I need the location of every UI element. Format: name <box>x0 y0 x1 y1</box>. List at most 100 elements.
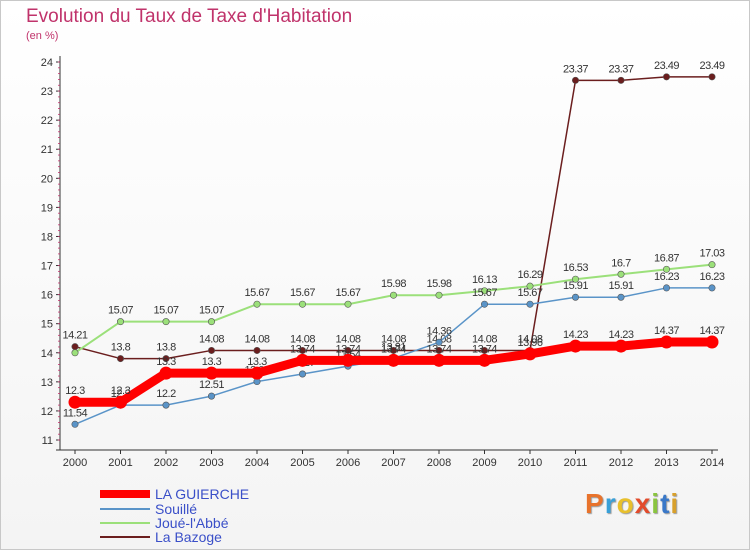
legend-swatch <box>100 508 150 510</box>
data-label: 14.36 <box>426 325 451 337</box>
y-tick-label: 23 <box>41 86 53 98</box>
data-label: 13.74 <box>472 343 497 355</box>
data-point <box>114 395 127 409</box>
data-label: 14.08 <box>381 333 406 345</box>
legend-label: La Bazoge <box>155 529 222 545</box>
data-label: 12.51 <box>199 379 224 391</box>
data-point <box>435 291 443 299</box>
data-point <box>480 287 488 295</box>
data-label: 17.03 <box>699 248 724 260</box>
series-la-guierche: 12.3 12.3 13.3 13.3 13.3 13.74 13.74 13.74 13.74… <box>65 325 725 409</box>
y-tick-label: 15 <box>41 319 53 331</box>
data-label: 13.74 <box>381 343 406 355</box>
data-label: 14.08 <box>199 333 224 345</box>
data-point <box>662 265 670 273</box>
data-label: 16.7 <box>611 257 631 269</box>
data-label: 16.53 <box>563 262 588 274</box>
chart-title: Evolution du Taux de Taxe d'Habitation <box>26 6 353 27</box>
x-tick-label: 2007 <box>381 457 405 469</box>
y-tick-label: 14 <box>41 348 53 360</box>
data-label: 14.21 <box>62 330 87 342</box>
data-label: 14.08 <box>290 333 315 345</box>
data-label: 13.3 <box>156 356 176 368</box>
data-point <box>478 353 491 367</box>
data-label: 16.23 <box>699 271 724 283</box>
x-tick-label: 2003 <box>199 457 223 469</box>
data-label: 15.98 <box>426 278 451 290</box>
y-tick-label: 11 <box>42 435 53 447</box>
data-label: 15.67 <box>472 287 497 299</box>
x-tick-label: 2004 <box>245 457 269 469</box>
data-label: 14.37 <box>654 325 679 337</box>
y-tick-label: 13 <box>41 377 53 389</box>
data-point <box>205 366 218 380</box>
data-label: 11.54 <box>63 407 88 419</box>
data-label: 16.13 <box>472 274 497 286</box>
legend-label: Souillé <box>155 501 198 517</box>
data-label: 13.96 <box>517 337 542 349</box>
data-label: 12.2 <box>156 388 176 400</box>
data-label: 13.3 <box>202 356 222 368</box>
data-point <box>387 353 400 367</box>
legend-item-joue-l-abbe: Joué-l'Abbé <box>100 515 229 531</box>
data-point <box>662 73 670 81</box>
x-tick-label: 2013 <box>654 457 678 469</box>
data-point <box>298 300 306 308</box>
legend-item-souille: Souillé <box>100 501 197 517</box>
data-label: 14.23 <box>563 329 588 341</box>
data-point <box>708 73 716 81</box>
data-point <box>162 401 170 409</box>
data-label: 13.74 <box>335 343 360 355</box>
data-point <box>117 318 125 326</box>
data-point <box>435 346 443 354</box>
data-point <box>660 335 673 349</box>
data-point <box>296 353 309 367</box>
legend-label: Joué-l'Abbé <box>155 515 229 531</box>
data-point <box>208 318 216 326</box>
data-point <box>71 420 79 428</box>
data-point <box>341 353 355 367</box>
x-tick-label: 2002 <box>154 457 178 469</box>
data-label: 13.74 <box>290 343 315 355</box>
data-label: 23.49 <box>654 60 679 72</box>
data-label: 14.23 <box>608 329 633 341</box>
legend-swatch <box>100 536 150 538</box>
data-label: 14.08 <box>472 333 497 345</box>
data-label: 14.08 <box>244 333 269 345</box>
data-label: 14.08 <box>335 333 360 345</box>
proxiti-logo: Proxiti <box>585 488 680 519</box>
data-point <box>617 270 625 278</box>
data-label: 13.81 <box>381 341 406 353</box>
data-point <box>253 300 261 308</box>
x-tick-label: 2008 <box>427 457 451 469</box>
data-label: 15.67 <box>244 287 269 299</box>
data-label: 13.8 <box>156 342 176 354</box>
data-label: 23.37 <box>608 63 633 75</box>
data-label: 14.08 <box>517 333 542 345</box>
data-point <box>208 392 216 400</box>
data-point <box>617 293 625 301</box>
data-label: 14.37 <box>699 325 724 337</box>
chart-subtitle: (en %) <box>26 30 59 42</box>
data-label: 15.07 <box>108 305 133 317</box>
data-point <box>571 275 579 283</box>
data-point <box>708 284 716 292</box>
data-label: 13.3 <box>247 356 267 368</box>
y-tick-label: 12 <box>41 406 53 418</box>
data-label: 12.3 <box>111 385 131 397</box>
y-tick-label: 16 <box>41 290 53 302</box>
data-point <box>705 335 719 349</box>
data-point <box>617 76 625 84</box>
data-label: 15.67 <box>517 287 542 299</box>
data-point <box>159 366 173 380</box>
x-tick-label: 2009 <box>472 457 496 469</box>
data-label: 12.3 <box>65 385 85 397</box>
data-label: 15.67 <box>335 287 360 299</box>
data-label: 13.74 <box>426 343 451 355</box>
data-label: 15.91 <box>608 280 633 292</box>
data-label: 23.49 <box>699 60 724 72</box>
data-point <box>571 76 579 84</box>
legend-swatch <box>100 490 150 498</box>
